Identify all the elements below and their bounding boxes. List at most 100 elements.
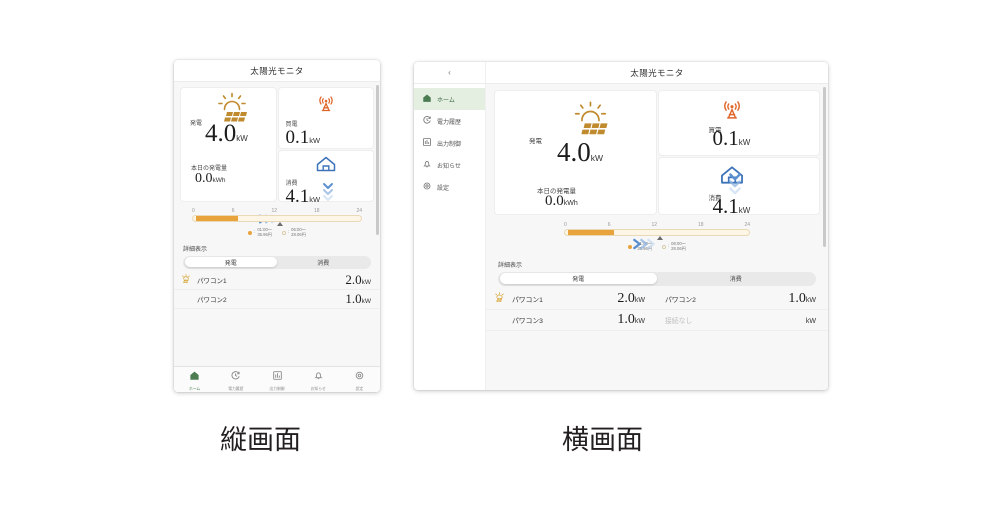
detail-heading: 詳細表示 xyxy=(183,246,208,253)
landscape-metric-cards: 発電 4.0kW 本日の発電量 0.0kWh xyxy=(486,84,828,217)
generation-card: 発電 4.0kW 本日の発電量 0.0kWh xyxy=(181,88,276,201)
detail-segmented-control[interactable]: 発電 消費 xyxy=(183,255,371,269)
tab-settings[interactable]: 設定 xyxy=(339,368,380,392)
landscape-topbar: ‹ 太陽光モニタ xyxy=(414,62,828,84)
home-icon xyxy=(422,93,432,105)
generation-unit: kW xyxy=(590,153,604,163)
detail-row-list: パワコン1 2.0kW パワコン2 1.0kW xyxy=(174,271,380,309)
tab-label: 電力履歴 xyxy=(228,386,244,391)
legend-swatch-white-icon xyxy=(282,230,286,235)
generation-card: 発電 4.0kW 本日の発電量 0.0kWh xyxy=(495,91,656,214)
caption-portrait: 縦画面 xyxy=(220,425,301,455)
row-unit: kW xyxy=(361,278,371,286)
row-unit: kW xyxy=(805,317,816,325)
today-generation-value: 0.0kWh xyxy=(545,193,578,209)
vertical-scrollbar[interactable] xyxy=(823,87,826,387)
detail-segmented-control[interactable]: 発電 消費 xyxy=(498,271,816,286)
transmission-tower-icon xyxy=(719,97,745,126)
sidebar-item-settings[interactable]: 設定 xyxy=(414,176,485,198)
history-clock-icon xyxy=(422,115,432,127)
consumption-label: 消費 xyxy=(285,181,298,187)
consumption-card: 消費 4.1kW xyxy=(658,158,819,217)
sidebar-item-notifications[interactable]: お知らせ xyxy=(414,154,485,176)
tick-12: 12 xyxy=(271,208,277,214)
gear-icon xyxy=(354,368,365,386)
segment-consumption[interactable]: 消費 xyxy=(729,277,742,284)
time-bar-track xyxy=(192,215,362,222)
vertical-scrollbar[interactable] xyxy=(375,85,379,389)
chevron-left-icon[interactable]: ‹ xyxy=(448,68,451,77)
segment-generation[interactable]: 発電 xyxy=(499,273,657,285)
tick-0: 0 xyxy=(192,208,195,214)
current-time-marker xyxy=(564,236,750,241)
legend-price: 28.06円 xyxy=(671,245,686,251)
page-title: 太陽光モニタ xyxy=(250,65,304,76)
table-row[interactable]: 接続なし kW xyxy=(657,310,828,331)
row-value: 2.0kW xyxy=(345,271,371,287)
tick-18: 18 xyxy=(313,208,320,214)
tick-6: 6 xyxy=(231,208,235,214)
tick-6: 6 xyxy=(607,222,611,228)
sidebar-item-output-control[interactable]: 出力制御 xyxy=(414,132,485,154)
consumption-label: 消費 xyxy=(708,195,722,202)
bell-icon xyxy=(422,159,432,171)
table-row[interactable]: パワコン1 2.0kW xyxy=(174,271,380,290)
sidebar-item-home[interactable]: ホーム xyxy=(414,88,485,110)
today-generation-unit: kWh xyxy=(563,200,578,207)
tab-notifications[interactable]: お知らせ xyxy=(298,368,339,392)
purchase-label: 買電 xyxy=(285,122,298,128)
table-row[interactable]: パワコン2 1.0kW xyxy=(657,289,828,310)
today-generation-label: 本日の発電量 xyxy=(537,188,576,195)
transmission-tower-icon xyxy=(315,93,337,118)
segment-consumption[interactable]: 消費 xyxy=(317,260,330,267)
row-unit: kW xyxy=(634,296,645,304)
today-generation-label: 本日の発電量 xyxy=(191,166,228,172)
tick-24: 24 xyxy=(356,208,362,214)
row-value: 2.0kW xyxy=(617,290,645,306)
bottom-tab-bar: ホーム 電力履歴 出力制御 xyxy=(174,366,380,392)
legend-swatch-white-icon xyxy=(662,244,666,249)
sidebar-item-power-history[interactable]: 電力履歴 xyxy=(414,110,485,132)
sidebar-item-label: 出力制御 xyxy=(437,141,462,148)
flow-arrow-down-icon xyxy=(728,172,742,203)
landscape-device-mockup: ‹ 太陽光モニタ ホーム 電力履歴 xyxy=(414,62,828,390)
tab-label: 設定 xyxy=(355,386,364,391)
sidebar-item-label: 電力履歴 xyxy=(437,119,462,126)
row-name: パワコン1 xyxy=(197,277,227,285)
flow-arrow-right-icon xyxy=(632,237,660,256)
detail-heading: 詳細表示 xyxy=(498,262,523,269)
tab-home[interactable]: ホーム xyxy=(174,368,215,392)
legend-swatch-orange-icon xyxy=(248,230,253,235)
legend-price: 35.96円 xyxy=(637,245,652,251)
consumption-value: 4.1kW xyxy=(285,186,321,207)
row-value: 1.0kW xyxy=(617,311,645,327)
house-icon xyxy=(315,155,337,178)
generation-unit: kW xyxy=(236,134,248,143)
purchase-unit: kW xyxy=(309,136,321,145)
purchase-value: 0.1kW xyxy=(285,127,321,148)
table-row[interactable]: パワコン1 2.0kW xyxy=(486,289,657,310)
portrait-device-mockup: 太陽光モニタ xyxy=(174,60,380,392)
gear-icon xyxy=(422,181,432,193)
sidebar-item-label: ホーム xyxy=(437,97,455,104)
table-row[interactable]: パワコン2 1.0kW xyxy=(174,290,380,309)
tick-24: 24 xyxy=(744,222,750,228)
tab-output-control[interactable]: 出力制御 xyxy=(256,368,297,392)
purchase-unit: kW xyxy=(738,138,751,147)
table-row[interactable]: パワコン3 1.0kW xyxy=(486,310,657,331)
segment-generation[interactable]: 発電 xyxy=(184,257,277,268)
tab-power-history[interactable]: 電力履歴 xyxy=(215,368,256,392)
legend-time: 06:00〜 xyxy=(291,227,306,232)
legend-item: : 06:00〜 28.06円 xyxy=(282,227,306,238)
row-value: 1.0kW xyxy=(788,290,816,306)
tick-0: 0 xyxy=(564,222,567,228)
sidebar-header: ‹ xyxy=(414,62,486,83)
purchase-value: 0.1kW xyxy=(712,126,751,150)
history-clock-icon xyxy=(230,368,241,386)
tab-label: 出力制御 xyxy=(269,386,285,391)
solar-panel-sun-icon xyxy=(214,91,258,132)
legend-time: 01:00〜 xyxy=(257,227,272,232)
price-legend: : 01:00〜 35.96円 : 06:00〜 28.06円 xyxy=(192,227,362,238)
legend-item: : 01:00〜 35.96円 xyxy=(248,227,272,238)
today-generation-value: 0.0kWh xyxy=(195,171,226,186)
